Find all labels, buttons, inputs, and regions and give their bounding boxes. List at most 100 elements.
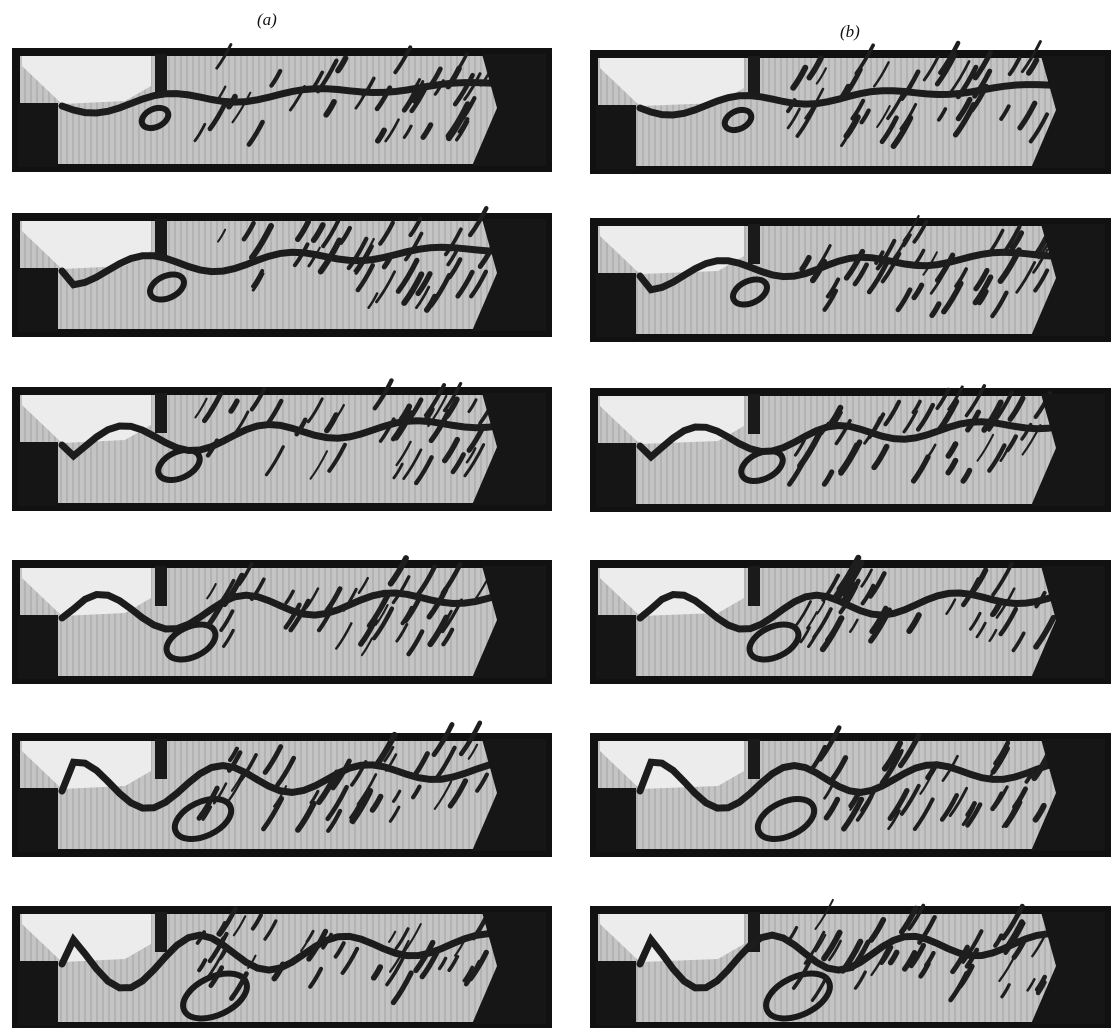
streak <box>834 418 852 446</box>
streak <box>463 443 486 478</box>
streak <box>935 398 960 435</box>
streak <box>395 440 412 467</box>
streak <box>401 271 425 306</box>
vortex <box>738 447 786 485</box>
streak <box>804 87 825 120</box>
streak <box>340 946 360 975</box>
streak <box>881 740 904 772</box>
streak <box>261 796 285 832</box>
streak <box>374 604 389 626</box>
streak <box>230 768 246 792</box>
streak <box>822 288 839 312</box>
streak <box>426 586 449 620</box>
streak <box>441 436 461 464</box>
streak <box>964 947 980 969</box>
streak <box>887 949 900 966</box>
streak <box>447 954 460 973</box>
streak <box>226 93 238 110</box>
streak <box>215 43 233 70</box>
streak <box>816 600 826 615</box>
streak <box>906 612 922 634</box>
streak <box>841 796 865 832</box>
inlet-wall <box>596 105 636 169</box>
streak <box>1026 978 1036 992</box>
streak <box>283 602 302 630</box>
splitter-plate <box>155 54 167 94</box>
photo-panel <box>590 384 1111 512</box>
streak <box>988 628 998 643</box>
streak <box>902 950 918 972</box>
streak <box>902 409 918 434</box>
streak <box>821 573 841 603</box>
streak <box>859 108 871 125</box>
photo-panel <box>12 720 552 857</box>
vortex <box>147 271 187 303</box>
streak <box>987 443 1007 473</box>
streak <box>1007 395 1026 422</box>
streak <box>840 559 865 597</box>
streak <box>374 127 387 144</box>
streak <box>216 228 227 243</box>
streak <box>271 961 286 982</box>
streak <box>838 442 858 474</box>
column-label: (b) <box>840 22 860 41</box>
streak <box>292 242 310 268</box>
streak <box>855 794 874 822</box>
streak <box>408 216 423 238</box>
streak <box>354 244 374 275</box>
streak <box>246 119 265 147</box>
splitter-plate <box>748 739 760 779</box>
streak <box>251 268 265 289</box>
mixing-layer <box>58 243 526 289</box>
streak <box>433 79 445 96</box>
streak <box>381 252 394 270</box>
streak <box>945 457 959 476</box>
streak <box>1002 919 1025 953</box>
downstream-region <box>1031 739 1105 851</box>
streak <box>226 750 243 773</box>
streak <box>993 740 1011 766</box>
splitter-plate <box>155 739 167 779</box>
streak <box>467 398 478 414</box>
downstream-region <box>472 739 546 851</box>
streak <box>936 107 948 122</box>
streak <box>394 927 410 951</box>
streak <box>437 956 448 971</box>
streak <box>819 615 845 653</box>
streak <box>1017 100 1038 131</box>
streak <box>843 248 866 281</box>
streak <box>305 587 320 609</box>
streak <box>808 744 828 774</box>
streak <box>375 270 396 304</box>
inlet-wall <box>18 103 58 167</box>
streak <box>831 565 855 601</box>
streak <box>972 274 994 306</box>
streak <box>1034 974 1047 992</box>
streak <box>428 408 452 444</box>
mixing-layer <box>636 81 1085 119</box>
streak <box>935 387 951 411</box>
photo-panel <box>12 555 552 684</box>
streak <box>998 950 1018 983</box>
streak <box>997 247 1022 284</box>
streak <box>404 231 424 262</box>
streak <box>402 448 423 481</box>
streak <box>262 744 284 775</box>
streak <box>422 406 435 423</box>
streak <box>378 220 395 246</box>
streak <box>393 411 414 441</box>
streak <box>989 601 1002 618</box>
streak <box>993 933 1004 948</box>
streak <box>887 787 910 822</box>
streak <box>206 582 217 600</box>
streak <box>324 586 343 614</box>
streak <box>1033 235 1049 257</box>
mixing-layer <box>58 757 526 812</box>
streak <box>987 410 1002 432</box>
streak <box>1032 802 1047 823</box>
streak <box>1011 631 1026 653</box>
streak <box>391 575 411 605</box>
streak <box>388 939 410 973</box>
streak <box>915 402 936 432</box>
mixing-layer <box>58 417 526 461</box>
